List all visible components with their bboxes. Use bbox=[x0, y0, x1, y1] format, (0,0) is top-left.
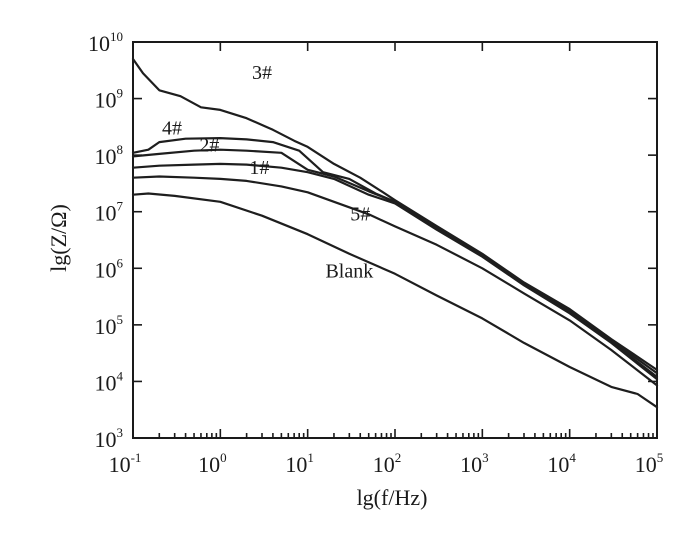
plot-frame bbox=[132, 41, 658, 439]
y-tick-label: 1010 bbox=[88, 29, 123, 56]
x-tick-label: 103 bbox=[460, 450, 489, 477]
series-line-blank bbox=[131, 192, 659, 409]
series-label-5: 5# bbox=[350, 203, 370, 225]
series-label-blank: Blank bbox=[325, 260, 373, 282]
y-tick-label: 106 bbox=[95, 255, 124, 282]
y-tick-label: 109 bbox=[95, 86, 124, 113]
y-tick-label: 108 bbox=[95, 142, 124, 169]
y-tick-label: 104 bbox=[95, 368, 124, 395]
x-tick-label: 102 bbox=[373, 450, 402, 477]
series-line-5 bbox=[131, 175, 659, 387]
series-line-1 bbox=[131, 162, 659, 381]
y-tick-label: 103 bbox=[95, 425, 124, 452]
series-line-3 bbox=[131, 57, 659, 371]
x-tick-label: 101 bbox=[285, 450, 314, 477]
x-tick-label: 100 bbox=[198, 450, 227, 477]
x-tick-label: 10-1 bbox=[109, 450, 142, 477]
y-tick-label: 105 bbox=[95, 312, 124, 339]
series-label-1: 1# bbox=[249, 157, 269, 179]
y-axis-label: lg(Z/Ω) bbox=[46, 204, 71, 272]
plot-area bbox=[132, 41, 658, 439]
series-label-3: 3# bbox=[252, 62, 272, 84]
series-line-4 bbox=[131, 137, 659, 375]
y-tick-label: 107 bbox=[95, 199, 124, 226]
series-layer: 3# 4# 2# 1# 5# Blank bbox=[131, 57, 659, 409]
series-label-2: 2# bbox=[199, 135, 219, 157]
x-tick-label: 105 bbox=[635, 450, 664, 477]
ticks-layer: 10-1 100 101 102 103 104 105 103 104 105 106 107 108… bbox=[88, 29, 663, 477]
series-label-4: 4# bbox=[162, 118, 182, 140]
x-tick-label: 104 bbox=[547, 450, 576, 477]
series-line-2 bbox=[131, 148, 659, 378]
x-axis-label: lg(f/Hz) bbox=[357, 485, 428, 510]
